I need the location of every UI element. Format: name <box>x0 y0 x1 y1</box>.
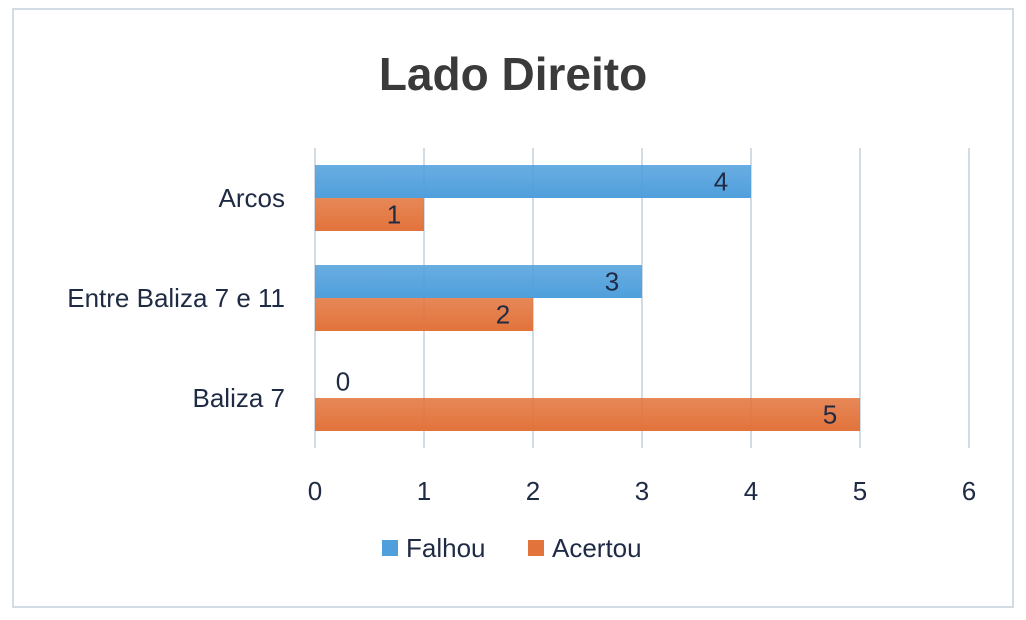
bar-falhou <box>315 265 642 298</box>
legend-swatch-acertou <box>528 540 544 556</box>
legend: Falhou Acertou <box>382 533 642 563</box>
legend-label-acertou: Acertou <box>552 533 642 563</box>
x-tick-label: 3 <box>635 476 649 506</box>
bar-acertou <box>315 198 424 231</box>
category-label: Arcos <box>219 183 285 213</box>
data-label: 0 <box>336 367 350 397</box>
x-tick-label: 0 <box>308 476 322 506</box>
legend-label-falhou: Falhou <box>406 533 486 563</box>
bar-acertou <box>315 298 533 331</box>
data-label: 1 <box>387 200 401 230</box>
data-label: 5 <box>823 400 837 430</box>
bar-falhou <box>315 165 751 198</box>
x-tick-label: 1 <box>417 476 431 506</box>
bars: 4 1 3 2 0 5 <box>315 165 860 431</box>
x-tick-label: 2 <box>526 476 540 506</box>
x-axis-ticks: 0 1 2 3 4 5 6 <box>308 476 976 506</box>
x-tick-label: 5 <box>853 476 867 506</box>
bar-acertou <box>315 398 860 431</box>
x-tick-label: 4 <box>744 476 758 506</box>
data-label: 4 <box>714 167 728 197</box>
data-label: 3 <box>605 267 619 297</box>
category-label: Baliza 7 <box>193 383 286 413</box>
legend-swatch-falhou <box>382 540 398 556</box>
chart-title: Lado Direito <box>379 48 647 100</box>
category-labels: Arcos Entre Baliza 7 e 11 Baliza 7 <box>67 183 285 413</box>
x-tick-label: 6 <box>962 476 976 506</box>
category-label: Entre Baliza 7 e 11 <box>67 283 285 313</box>
data-label: 2 <box>496 300 510 330</box>
